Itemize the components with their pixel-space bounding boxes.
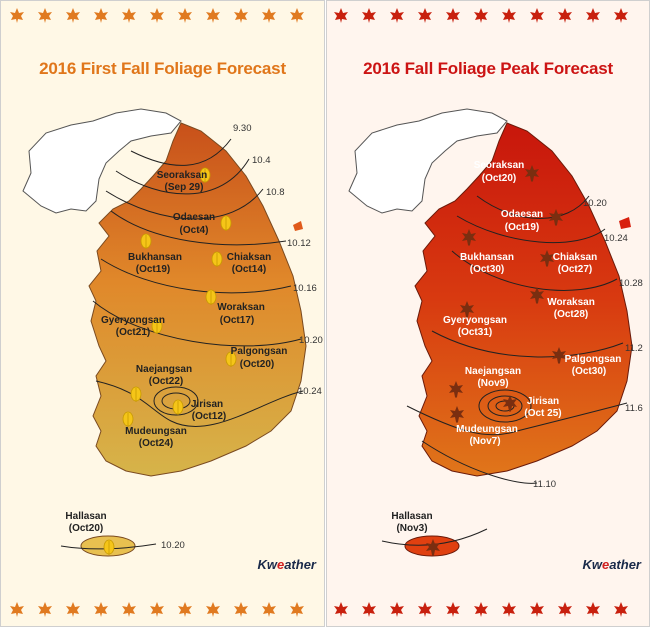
label-mudeungsan: Mudeungsan: [125, 426, 187, 437]
svg-text:10.4: 10.4: [252, 155, 271, 166]
svg-text:11.2: 11.2: [625, 343, 643, 354]
north-korea-outline: [22, 108, 182, 214]
label-seoraksan: Seoraksan: [157, 170, 208, 181]
svg-text:(Oct17): (Oct17): [220, 315, 254, 326]
label-hallasan: Hallasan: [65, 511, 106, 522]
svg-text:10.20: 10.20: [161, 540, 185, 551]
south-korea-land: [414, 122, 633, 477]
label-naejangsan: Naejangsan: [136, 364, 192, 375]
svg-text:(Oct14): (Oct14): [232, 264, 266, 275]
svg-text:10.24: 10.24: [604, 233, 628, 244]
svg-text:(Oct24): (Oct24): [139, 438, 173, 449]
svg-text:(Oct30): (Oct30): [470, 264, 504, 275]
svg-text:(Oct31): (Oct31): [458, 327, 492, 338]
svg-text:(Oct21): (Oct21): [116, 327, 150, 338]
label-jirisan: Jirisan: [191, 399, 223, 410]
svg-text:(Oct30): (Oct30): [572, 366, 606, 377]
svg-text:(Oct20): (Oct20): [240, 359, 274, 370]
first-foliage-panel: 9.30 10.4 10.8 10.12 10.16 10.20 10.24 1…: [0, 0, 325, 627]
svg-text:10.8: 10.8: [266, 187, 285, 198]
label-gyeryongsan: Gyeryongsan: [101, 315, 165, 326]
mountain-labels: Seoraksan (Sep 29) Odaesan (Oct4) Chiaks…: [65, 170, 287, 534]
label-hallasan: Hallasan: [391, 511, 432, 522]
svg-text:10.24: 10.24: [298, 386, 322, 397]
label-jirisan: Jirisan: [527, 396, 559, 407]
svg-text:11.10: 11.10: [533, 479, 556, 490]
svg-text:(Oct27): (Oct27): [558, 264, 592, 275]
svg-text:10.28: 10.28: [619, 278, 643, 289]
svg-text:(Oct20): (Oct20): [482, 173, 516, 184]
isoline-labels: 10.20 10.24 10.28 11.2 11.6 11.10: [533, 198, 643, 490]
label-seoraksan: Seoraksan: [474, 160, 525, 171]
svg-text:9.30: 9.30: [233, 123, 252, 134]
label-mudeungsan: Mudeungsan: [456, 424, 518, 435]
svg-text:10.16: 10.16: [293, 283, 317, 294]
isoline-labels: 9.30 10.4 10.8 10.12 10.16 10.20 10.24 1…: [161, 123, 323, 551]
kweather-logo: Kweather: [257, 557, 316, 572]
label-chiaksan: Chiaksan: [553, 252, 597, 263]
label-gyeryongsan: Gyeryongsan: [443, 315, 507, 326]
svg-text:(Oct 25): (Oct 25): [524, 408, 561, 419]
svg-text:(Oct4): (Oct4): [180, 225, 209, 236]
peak-foliage-panel: 10.20 10.24 10.28 11.2 11.6 11.10: [326, 0, 650, 627]
peak-foliage-title: 2016 Fall Foliage Peak Forecast: [363, 59, 613, 78]
mountain-labels: Seoraksan (Oct20) Odaesan (Oct19) Chiaks…: [391, 160, 621, 534]
svg-text:(Oct19): (Oct19): [505, 222, 539, 233]
svg-text:(Oct20): (Oct20): [69, 523, 103, 534]
label-palgongsan: Palgongsan: [231, 346, 288, 357]
svg-text:11.6: 11.6: [625, 403, 643, 414]
label-woraksan: Woraksan: [217, 302, 265, 313]
label-bukhansan: Bukhansan: [460, 252, 514, 263]
label-odaesan: Odaesan: [173, 212, 215, 223]
svg-text:(Oct12): (Oct12): [192, 411, 226, 422]
south-korea-land: [88, 122, 307, 477]
isolines: [381, 195, 628, 546]
svg-text:10.20: 10.20: [299, 335, 323, 346]
label-bukhansan: Bukhansan: [128, 252, 182, 263]
svg-text:(Oct28): (Oct28): [554, 309, 588, 320]
svg-text:(Sep 29): (Sep 29): [165, 182, 204, 193]
kweather-logo: Kweather: [582, 557, 641, 572]
label-naejangsan: Naejangsan: [465, 366, 521, 377]
label-woraksan: Woraksan: [547, 297, 595, 308]
first-foliage-map: 9.30 10.4 10.8 10.12 10.16 10.20 10.24 1…: [10, 8, 323, 617]
svg-text:10.12: 10.12: [287, 238, 311, 249]
label-odaesan: Odaesan: [501, 209, 543, 220]
north-korea-outline: [348, 108, 508, 214]
peak-foliage-map: 10.20 10.24 10.28 11.2 11.6 11.10: [334, 8, 643, 617]
svg-text:(Oct22): (Oct22): [149, 376, 183, 387]
svg-text:(Nov3): (Nov3): [396, 523, 427, 534]
label-palgongsan: Palgongsan: [565, 354, 622, 365]
svg-text:(Oct19): (Oct19): [136, 264, 170, 275]
svg-text:(Nov7): (Nov7): [469, 436, 500, 447]
label-chiaksan: Chiaksan: [227, 252, 271, 263]
svg-text:10.20: 10.20: [583, 198, 607, 209]
svg-text:(Nov9): (Nov9): [477, 378, 508, 389]
first-foliage-title: 2016 First Fall Foliage Forecast: [39, 59, 286, 78]
